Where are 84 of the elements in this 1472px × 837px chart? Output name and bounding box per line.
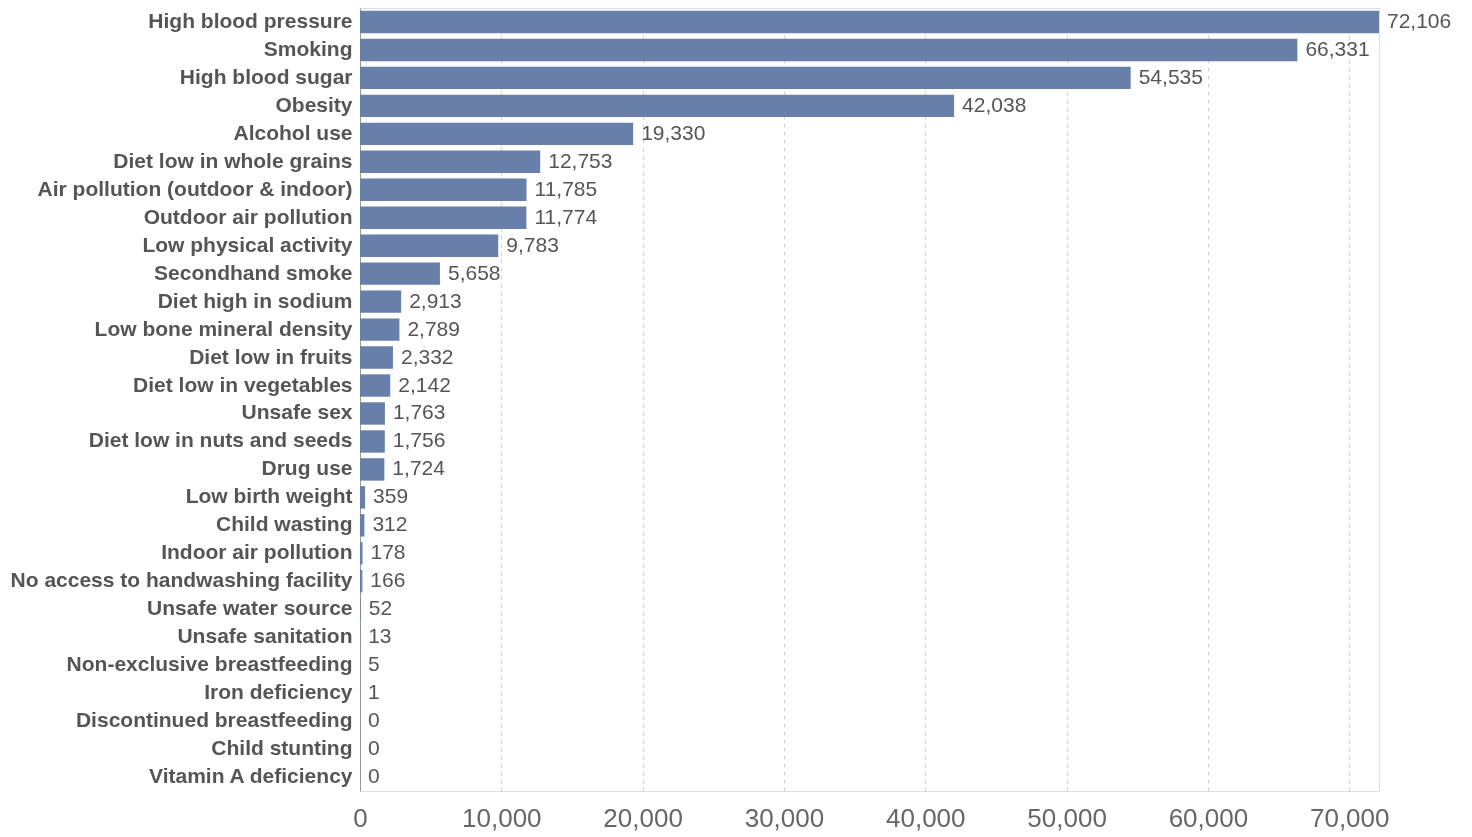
data-label: 0 xyxy=(368,708,380,732)
y-tick-label: High blood sugar xyxy=(179,64,353,88)
data-label: 2,332 xyxy=(400,344,454,368)
bar xyxy=(360,150,541,173)
bar xyxy=(360,402,385,425)
y-tick-label: Unsafe water source xyxy=(147,596,353,620)
data-label: 11,774 xyxy=(534,204,598,228)
y-tick-label: Child stunting xyxy=(211,736,353,760)
y-tick-label: Drug use xyxy=(261,456,353,480)
y-tick-label: Obesity xyxy=(275,92,353,116)
data-label: 12,753 xyxy=(548,148,613,172)
data-label: 54,535 xyxy=(1138,64,1203,88)
y-tick-label: Diet low in nuts and seeds xyxy=(88,428,353,452)
data-label: 312 xyxy=(372,512,408,536)
data-label: 1,763 xyxy=(392,400,446,424)
bar xyxy=(360,374,391,397)
y-tick-label: Unsafe sex xyxy=(241,400,353,424)
bar xyxy=(360,122,634,146)
data-label: 2,789 xyxy=(407,316,460,340)
x-tick-label: 30,000 xyxy=(744,802,825,833)
data-label: 5 xyxy=(368,652,380,676)
y-tick-label: Discontinued breastfeeding xyxy=(75,708,353,732)
y-tick-label: Low physical activity xyxy=(142,232,353,256)
y-tick-label: Indoor air pollution xyxy=(161,540,353,564)
y-tick-label: Unsafe sanitation xyxy=(177,624,353,648)
data-label: 9,783 xyxy=(506,232,559,256)
bar xyxy=(360,542,363,565)
y-tick-label: Smoking xyxy=(263,36,353,60)
data-label: 66,331 xyxy=(1305,36,1370,60)
data-label: 0 xyxy=(368,736,380,760)
bar xyxy=(360,262,440,285)
data-label: 52 xyxy=(368,596,393,620)
data-label: 19,330 xyxy=(641,120,706,144)
bar xyxy=(360,178,527,201)
data-label: 1 xyxy=(368,680,380,704)
bar xyxy=(360,346,393,369)
data-label: 1,756 xyxy=(392,428,446,452)
bar xyxy=(360,290,402,313)
y-tick-label: Diet low in vegetables xyxy=(133,372,353,396)
data-label: 1,724 xyxy=(392,456,446,480)
y-tick-label: Diet low in whole grains xyxy=(113,148,353,172)
x-tick-label: 0 xyxy=(353,802,368,833)
y-tick-label: Low birth weight xyxy=(185,484,353,508)
y-tick-label: Iron deficiency xyxy=(204,680,353,704)
data-label: 2,142 xyxy=(398,372,451,396)
bar xyxy=(360,66,1131,90)
data-label: 178 xyxy=(370,540,406,564)
y-tick-label: No access to handwashing facility xyxy=(10,568,353,592)
bar xyxy=(360,486,366,509)
data-label: 72,106 xyxy=(1387,8,1452,32)
y-tick-label: Air pollution (outdoor & indoor) xyxy=(37,176,353,200)
y-tick-label: Non-exclusive breastfeeding xyxy=(66,652,353,676)
bar xyxy=(360,234,499,257)
bar xyxy=(360,430,385,453)
bar xyxy=(360,10,1379,34)
data-label: 11,785 xyxy=(534,176,598,200)
x-tick-label: 70,000 xyxy=(1309,802,1390,833)
x-tick-label: 60,000 xyxy=(1168,802,1249,833)
data-label: 359 xyxy=(373,484,409,508)
data-label: 13 xyxy=(368,624,392,648)
y-tick-label: High blood pressure xyxy=(148,8,353,32)
bar xyxy=(360,458,385,481)
bar xyxy=(360,38,1298,62)
y-tick-label: Secondhand smoke xyxy=(154,260,353,284)
x-tick-label: 20,000 xyxy=(603,802,683,833)
data-label: 42,038 xyxy=(962,92,1027,116)
y-tick-label: Alcohol use xyxy=(233,120,353,144)
data-label: 5,658 xyxy=(447,260,501,284)
data-label: 2,913 xyxy=(409,288,462,312)
x-tick-label: 10,000 xyxy=(462,802,542,833)
bar xyxy=(360,94,955,118)
y-tick-label: Outdoor air pollution xyxy=(143,204,353,228)
data-label: 0 xyxy=(368,764,380,788)
x-tick-label: 40,000 xyxy=(886,802,966,833)
data-label: 166 xyxy=(370,568,406,592)
y-tick-label: Vitamin A deficiency xyxy=(149,764,353,788)
y-tick-label: Child wasting xyxy=(216,512,353,536)
bar xyxy=(360,206,527,229)
x-tick-label: 50,000 xyxy=(1027,802,1107,833)
y-tick-label: Low bone mineral density xyxy=(94,316,353,340)
bar xyxy=(360,514,365,537)
y-tick-label: Diet high in sodium xyxy=(157,288,353,312)
y-tick-label: Diet low in fruits xyxy=(189,344,353,368)
bar xyxy=(360,318,400,341)
